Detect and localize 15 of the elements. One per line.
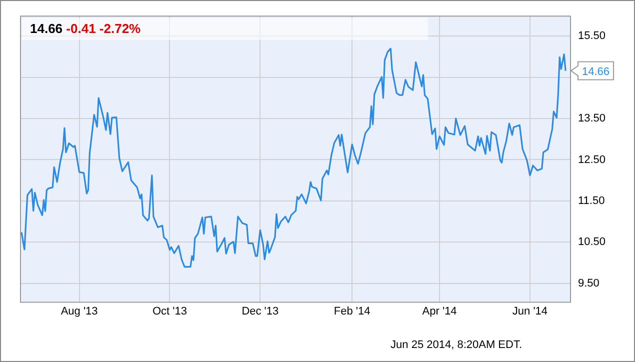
header-panel: 14.66 -0.41 -2.72% xyxy=(22,18,428,40)
x-tick-label: Aug '13 xyxy=(60,305,98,318)
y-tick-label: 10.50 xyxy=(578,236,606,248)
x-tick-label: Oct '13 xyxy=(152,305,187,318)
x-tick-label: Feb '14 xyxy=(334,305,370,318)
y-tick-label: 15.50 xyxy=(578,30,606,42)
x-tick-label: Jun '14 xyxy=(512,305,548,318)
y-tick-label: 9.50 xyxy=(578,277,600,290)
y-tick-label: 12.50 xyxy=(578,154,606,166)
x-tick-label: Dec '13 xyxy=(242,305,279,318)
y-tick-label: 13.50 xyxy=(578,112,606,125)
annotation: 14.66 xyxy=(582,66,610,78)
text: Jun 25 2014, 8:20AM EDT. xyxy=(390,339,522,351)
x-tick-label: Apr '14 xyxy=(422,305,457,318)
y-tick-label: 11.50 xyxy=(578,194,605,207)
